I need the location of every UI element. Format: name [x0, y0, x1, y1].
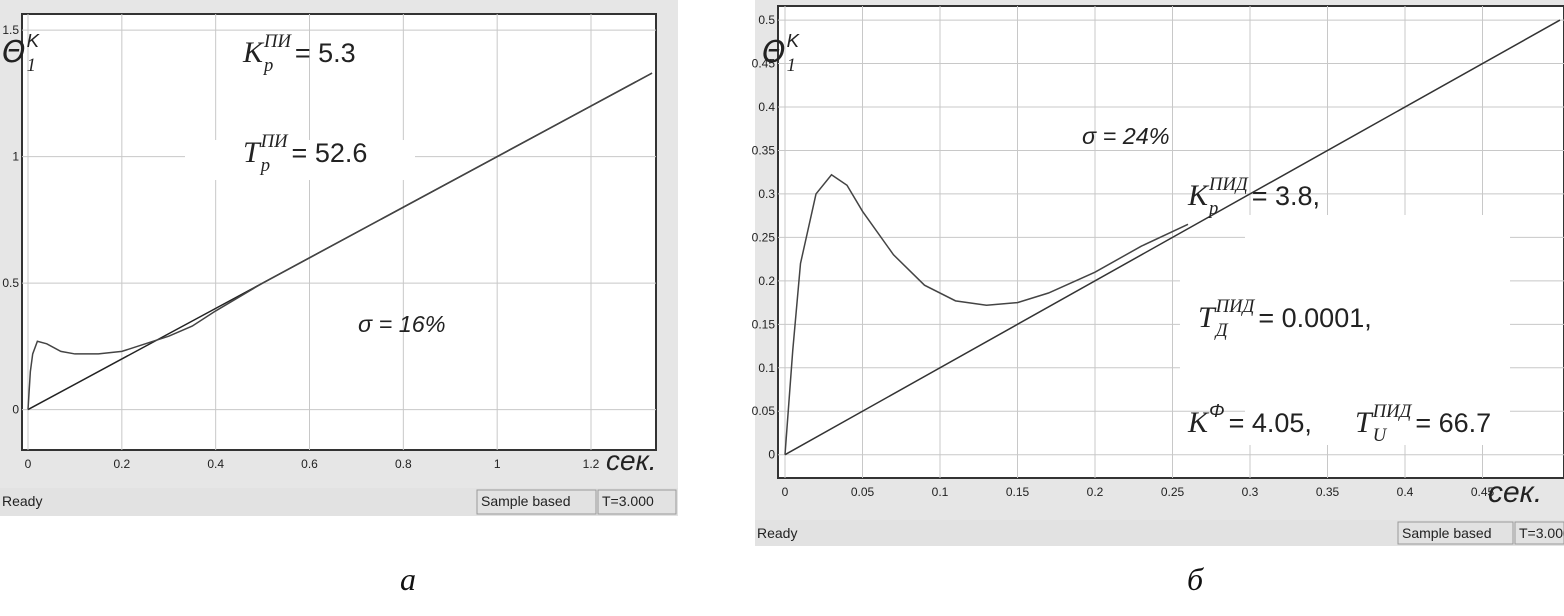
label-backdrop — [1245, 215, 1510, 445]
x-tick-label: 0.25 — [1161, 485, 1185, 499]
y-tick-label: 0.2 — [758, 274, 775, 288]
y-axis-label-sub: 1 — [787, 55, 796, 76]
y-tick-label: 0.5 — [758, 13, 775, 27]
caption: б — [1187, 561, 1204, 597]
y-tick-label: 0.35 — [752, 143, 776, 157]
y-axis-label-sub: 1 — [27, 55, 36, 76]
line — [27, 72, 653, 410]
annotation-sup: Φ — [1209, 400, 1225, 421]
y-tick-label: 0.1 — [758, 361, 775, 375]
x-tick-label: 0.2 — [113, 457, 130, 471]
x-tick-label: 0.3 — [1242, 485, 1259, 499]
annotation-text: = 4.05, — [1229, 408, 1312, 438]
y-axis-label-sup: K — [27, 30, 41, 51]
y-tick-label: 0 — [12, 403, 19, 417]
annotation-base: K — [242, 36, 265, 69]
annotation-sub: Д — [1214, 320, 1229, 341]
status-time: T=3.000 — [1519, 525, 1564, 541]
y-tick-label: 1 — [12, 150, 19, 164]
label-backdrop — [185, 140, 415, 180]
annotation-base: K — [1187, 179, 1210, 212]
status-cell — [597, 489, 677, 515]
y-tick-label: 0.05 — [752, 404, 776, 418]
y-tick-label: 0.15 — [752, 317, 776, 331]
y-axis-label-base: Θ — [762, 35, 786, 70]
annotation-sup: ПИ — [263, 31, 292, 52]
annotation-sub: p — [262, 55, 273, 76]
x-tick-label: 0.4 — [207, 457, 224, 471]
status-mode: Sample based — [1402, 525, 1492, 541]
plot-area — [21, 13, 657, 451]
annotation-sub: p — [1207, 198, 1218, 219]
status-bar — [0, 488, 678, 516]
annotation-base: K — [1187, 406, 1210, 439]
x-tick-label: 0.6 — [301, 457, 318, 471]
y-axis-label-base: Θ — [2, 35, 26, 70]
annotation-sup: ПИ — [260, 131, 289, 152]
x-tick-label: 0.8 — [395, 457, 412, 471]
status-time: T=3.000 — [602, 493, 654, 509]
status-mode: Sample based — [481, 493, 571, 509]
annotation-text: = 52.6 — [292, 138, 368, 168]
annotation-text: σ = 16% — [358, 311, 446, 337]
y-tick-label: 0.25 — [752, 230, 776, 244]
x-tick-label: 0.4 — [1397, 485, 1414, 499]
x-tick-label: 0.35 — [1316, 485, 1340, 499]
x-tick-label: 1.2 — [583, 457, 600, 471]
annotation-sub: p — [259, 155, 270, 176]
status-cell — [476, 489, 597, 515]
annotation-sub: U — [1373, 425, 1388, 446]
caption: а — [400, 561, 416, 597]
x-tick-label: 0 — [25, 457, 32, 471]
y-tick-label: 0.5 — [2, 276, 19, 290]
line — [784, 173, 1189, 455]
annotation-sup: ПИД — [1215, 296, 1256, 317]
label-backdrop — [1180, 240, 1260, 380]
annotation-base: T — [1355, 406, 1374, 439]
y-tick-label: 1.5 — [2, 23, 19, 37]
annotation-text: = 0.0001, — [1258, 303, 1371, 333]
x-tick-label: 0.2 — [1087, 485, 1104, 499]
annotation-text: = 66.7 — [1415, 408, 1491, 438]
y-tick-label: 0 — [768, 448, 775, 462]
status-cell — [1397, 521, 1514, 545]
y-tick-label: 0.45 — [752, 57, 776, 71]
annotation-base: T — [1198, 301, 1217, 334]
x-tick-label: 0 — [782, 485, 789, 499]
x-tick-label: 1 — [494, 457, 501, 471]
y-tick-label: 0.3 — [758, 187, 775, 201]
annotation-text: σ = 24% — [1082, 123, 1170, 149]
x-tick-label: 0.1 — [932, 485, 949, 499]
annotation-text: = 5.3 — [295, 38, 356, 68]
status-ready: Ready — [757, 525, 797, 541]
annotation-base: T — [243, 136, 262, 169]
x-axis-label: сек. — [1488, 476, 1542, 509]
line — [784, 19, 1561, 456]
y-tick-label: 0.4 — [758, 100, 775, 114]
x-axis-label: сек. — [606, 445, 657, 476]
annotation-sup: ПИД — [1208, 174, 1249, 195]
x-tick-label: 0.15 — [1006, 485, 1030, 499]
annotation-sup: ПИД — [1372, 401, 1413, 422]
annotation-text: = 3.8, — [1252, 181, 1320, 211]
x-tick-label: 0.05 — [851, 485, 875, 499]
x-tick-label: 0.45 — [1471, 485, 1495, 499]
status-ready: Ready — [2, 493, 42, 509]
y-axis-label-sup: K — [787, 30, 801, 51]
status-cell — [1514, 521, 1564, 545]
status-bar — [755, 520, 1564, 546]
